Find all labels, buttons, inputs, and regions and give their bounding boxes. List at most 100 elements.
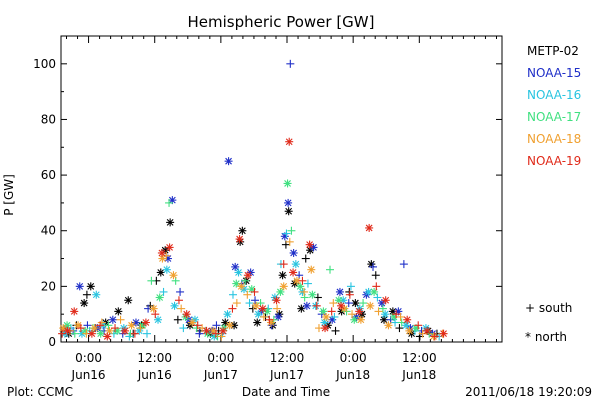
data-point: [70, 329, 79, 338]
data-point: [202, 326, 211, 335]
data-point: [337, 301, 346, 310]
data-point: [439, 329, 448, 338]
x-tick-label-date: Jun18: [335, 368, 370, 382]
data-point: [346, 282, 355, 291]
data-point: [188, 318, 197, 327]
data-point: [252, 301, 261, 310]
data-point: [381, 296, 390, 305]
data-point: [217, 332, 226, 341]
y-axis-label: P [GW]: [2, 174, 16, 216]
data-point: [165, 198, 174, 207]
data-point: [327, 307, 336, 316]
data-point: [225, 321, 234, 330]
x-axis: 0:00 Jun16 12:00 Jun16 0:00 Jun17 12:00 Jun17 0:…: [66, 36, 497, 382]
data-point: [278, 271, 287, 280]
data-point: [418, 329, 427, 338]
data-point: [403, 315, 412, 324]
data-point: [223, 310, 232, 319]
data-point: [247, 285, 256, 294]
data-point: [273, 304, 282, 313]
data-point: [321, 324, 330, 333]
legend-entry: NOAA-17: [527, 110, 581, 124]
data-point: [265, 315, 274, 324]
data-point: [369, 262, 378, 271]
data-point: [238, 226, 247, 235]
data-point: [263, 307, 272, 316]
data-point: [312, 301, 321, 310]
data-point: [235, 235, 244, 244]
data-point: [274, 312, 283, 321]
data-point: [350, 315, 359, 324]
data-point: [76, 324, 85, 333]
data-point: [364, 287, 373, 296]
data-point: [131, 318, 140, 327]
data-point: [195, 329, 204, 338]
data-point: [366, 301, 375, 310]
y-tick-label: 100: [33, 57, 56, 71]
data-point: [330, 312, 339, 321]
data-point: [372, 282, 381, 291]
data-point: [285, 137, 294, 146]
marker-legend-entry: + south: [525, 301, 572, 315]
data-point: [104, 321, 113, 330]
data-point: [198, 324, 207, 333]
data-point: [70, 307, 79, 316]
data-point: [282, 229, 291, 238]
data-point: [392, 310, 401, 319]
data-point: [80, 299, 89, 308]
data-point: [228, 304, 237, 313]
data-point: [169, 271, 178, 280]
legend-entry: NOAA-15: [527, 66, 581, 80]
data-point: [124, 296, 133, 305]
data-point: [127, 321, 136, 330]
data-point: [254, 310, 263, 319]
data-point: [356, 315, 365, 324]
data-point: [396, 312, 405, 321]
data-point: [63, 326, 72, 335]
data-point: [276, 287, 285, 296]
data-point: [329, 299, 338, 308]
data-point: [259, 312, 268, 321]
data-point: [232, 279, 241, 288]
data-point: [399, 260, 408, 269]
legend-entry: NOAA-16: [527, 88, 581, 102]
data-point: [258, 304, 267, 313]
data-point: [228, 290, 237, 299]
data-point: [253, 318, 262, 327]
data-point: [212, 321, 221, 330]
data-point: [370, 287, 379, 296]
data-point: [142, 329, 151, 338]
x-tick-label-date: Jun17: [203, 368, 238, 382]
data-point: [92, 290, 101, 299]
data-point: [405, 326, 414, 335]
data-point: [193, 321, 202, 330]
data-point: [292, 276, 301, 285]
data-point: [59, 324, 68, 333]
data-point: [289, 268, 298, 277]
data-point: [355, 307, 364, 316]
data-point: [154, 315, 163, 324]
marker-legend: + south * north: [525, 301, 572, 344]
data-point: [159, 287, 168, 296]
data-point: [423, 326, 432, 335]
data-point: [108, 315, 117, 324]
data-point: [75, 282, 84, 291]
data-point: [87, 329, 96, 338]
data-point: [243, 271, 252, 280]
data-point: [82, 290, 91, 299]
data-point: [298, 276, 307, 285]
data-point: [371, 271, 380, 280]
data-point: [162, 265, 171, 274]
data-point: [272, 296, 281, 305]
legend-entry: NOAA-18: [527, 132, 581, 146]
data-point: [111, 324, 120, 333]
y-tick-label: 20: [41, 279, 56, 293]
data-point: [326, 265, 335, 274]
y-tick-label: 0: [48, 335, 56, 349]
data-point: [430, 332, 439, 341]
data-point: [309, 243, 318, 252]
data-point: [374, 307, 383, 316]
data-point: [114, 307, 123, 316]
data-point: [384, 321, 393, 330]
